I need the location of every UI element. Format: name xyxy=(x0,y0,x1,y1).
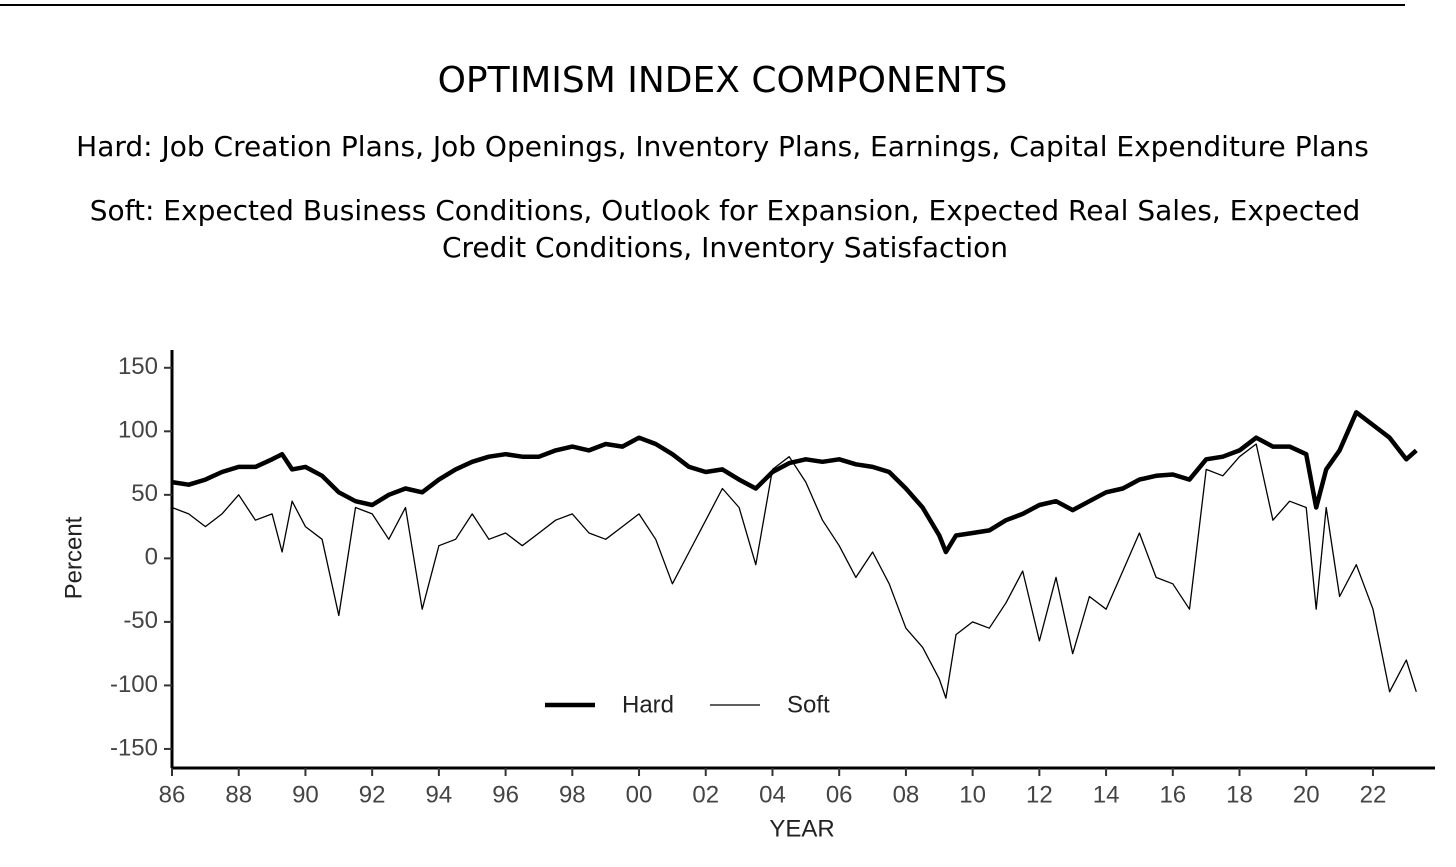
x-tick-label: 98 xyxy=(559,781,586,808)
x-tick-label: 02 xyxy=(692,781,719,808)
y-tick-label: -150 xyxy=(110,734,158,761)
legend-label: Soft xyxy=(787,691,830,718)
chart-title: OPTIMISM INDEX COMPONENTS xyxy=(437,60,1008,101)
x-tick-label: 04 xyxy=(759,781,786,808)
x-tick-label: 90 xyxy=(292,781,319,808)
x-tick-label: 00 xyxy=(626,781,653,808)
x-tick-label: 94 xyxy=(426,781,453,808)
y-tick-label: 100 xyxy=(118,417,158,444)
x-tick-label: 96 xyxy=(492,781,519,808)
y-tick-label: -100 xyxy=(110,671,158,698)
series-line xyxy=(171,443,1417,699)
x-tick-label: 16 xyxy=(1159,781,1186,808)
y-tick-label: 50 xyxy=(131,480,158,507)
y-tick-label: 150 xyxy=(118,353,158,380)
x-tick-label: 86 xyxy=(159,781,186,808)
y-axis-label: Percent xyxy=(60,516,87,599)
x-tick-label: 92 xyxy=(359,781,386,808)
x-tick-label: 22 xyxy=(1360,781,1387,808)
x-tick-label: 06 xyxy=(826,781,853,808)
x-tick-label: 14 xyxy=(1093,781,1120,808)
y-tick-label: 0 xyxy=(145,544,158,571)
legend-label: Hard xyxy=(622,691,674,718)
soft-subtitle: Soft: Expected Business Conditions, Outl… xyxy=(89,194,1361,264)
x-tick-label: 08 xyxy=(893,781,920,808)
x-tick-label: 10 xyxy=(959,781,986,808)
x-tick-label: 12 xyxy=(1026,781,1053,808)
series-line xyxy=(171,410,1418,555)
x-axis-label: YEAR xyxy=(769,815,834,842)
x-tick-label: 20 xyxy=(1293,781,1320,808)
y-tick-label: -50 xyxy=(123,607,158,634)
hard-subtitle: Hard: Job Creation Plans, Job Openings, … xyxy=(76,130,1369,163)
x-tick-label: 88 xyxy=(225,781,252,808)
x-tick-label: 18 xyxy=(1226,781,1253,808)
